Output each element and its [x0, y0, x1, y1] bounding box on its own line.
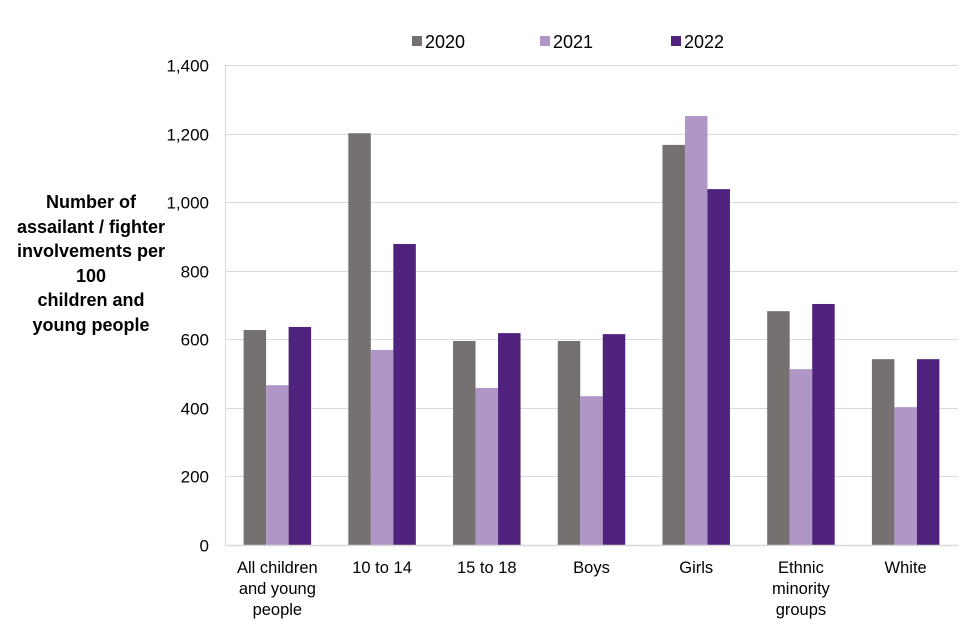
- x-tick-label: White: [885, 559, 927, 577]
- gridlines: [225, 65, 958, 545]
- bar-2021: [475, 387, 499, 545]
- bar-2021: [580, 396, 603, 545]
- x-tick-label: 10 to 14: [352, 559, 412, 577]
- x-tick-label: groups: [776, 601, 826, 619]
- y-axis-title-line: involvements per: [16, 241, 166, 261]
- bar-2022: [916, 359, 940, 545]
- y-axis-title-line: Number of: [46, 192, 136, 212]
- bar-2022: [707, 189, 730, 545]
- bar-2020: [767, 311, 790, 545]
- bar-2020: [557, 341, 581, 545]
- y-axis-title-line: children and: [37, 290, 145, 310]
- bar-2021: [266, 385, 289, 545]
- y-tick-label: 400: [181, 400, 209, 419]
- x-tick-label: Ethnic: [778, 559, 824, 577]
- legend-swatch-2020: [412, 36, 422, 46]
- bars: [243, 116, 940, 545]
- bar-2021: [684, 116, 708, 545]
- bar-2020: [243, 330, 267, 545]
- legend-label-2021: 2021: [553, 32, 593, 52]
- bar-2020: [871, 359, 895, 545]
- bar-2021: [894, 407, 917, 545]
- y-axis-ticks: 0 200 400 600 800 1,000 1,200 1,400: [166, 57, 209, 556]
- bar-2021: [789, 369, 813, 545]
- y-axis-title-line: assailant / fighter: [16, 216, 166, 237]
- bar-2022: [393, 243, 416, 545]
- legend-label-2020: 2020: [425, 32, 465, 52]
- y-tick-label: 1,400: [166, 57, 209, 76]
- y-axis-title: Number of assailant / fighter involvemen…: [0, 190, 182, 337]
- bar-2020: [348, 133, 371, 545]
- bar-2022: [498, 333, 521, 545]
- x-tick-label: Girls: [679, 559, 713, 577]
- y-axis-title-line: young people: [32, 314, 150, 335]
- y-tick-label: 1,200: [166, 126, 209, 145]
- bar-2020: [662, 144, 685, 545]
- x-tick-label: 15 to 18: [457, 559, 517, 577]
- x-axis-labels: All children and young people 10 to 14 15 to…: [237, 559, 927, 619]
- legend: 2020 2021 2022: [412, 32, 724, 52]
- x-tick-label: All children: [237, 559, 318, 577]
- bar-2020: [453, 341, 476, 545]
- x-tick-label: minority: [772, 580, 831, 598]
- x-tick-label: Boys: [573, 559, 610, 577]
- legend-swatch-2022: [671, 36, 681, 46]
- legend-label-2022: 2022: [684, 32, 724, 52]
- y-tick-label: 800: [181, 263, 209, 282]
- x-tick-label: and young: [239, 580, 316, 598]
- y-axis-title-line: 100: [75, 265, 107, 286]
- bar-2021: [370, 349, 394, 545]
- legend-swatch-2021: [540, 36, 550, 46]
- y-tick-label: 1,000: [166, 194, 209, 213]
- y-tick-label: 200: [181, 468, 209, 487]
- bar-2022: [288, 326, 312, 545]
- y-tick-label: 600: [181, 331, 209, 350]
- y-tick-label: 0: [200, 537, 209, 556]
- bar-2022: [812, 303, 835, 545]
- x-tick-label: people: [253, 601, 303, 619]
- bar-2022: [602, 334, 626, 545]
